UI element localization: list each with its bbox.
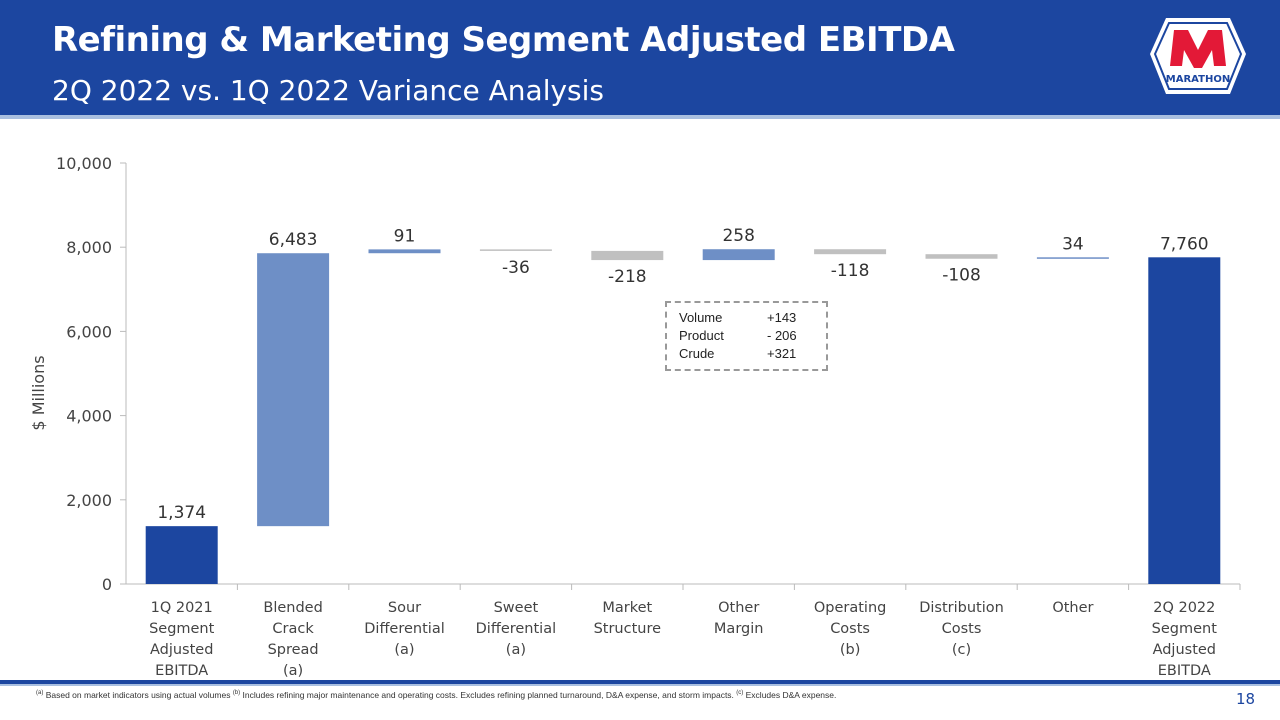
x-tick-label: Other <box>1052 600 1093 616</box>
data-label: 7,760 <box>1160 234 1209 254</box>
x-tick-label: (c) <box>952 642 971 658</box>
x-tick-label: Costs <box>830 621 870 637</box>
x-tick-label: Blended <box>263 600 322 616</box>
x-tick-label: EBITDA <box>155 663 208 679</box>
x-tick-label: Costs <box>942 621 982 637</box>
x-tick-label: (a) <box>394 642 414 658</box>
annotation-value: +143 <box>767 310 797 325</box>
y-tick-label: 8,000 <box>66 238 112 257</box>
annotation-row: Product - 206 <box>679 328 797 343</box>
x-tick-label: (a) <box>283 663 303 679</box>
bar <box>257 253 330 527</box>
data-label: 258 <box>722 226 754 246</box>
annotation-value: - 206 <box>767 328 797 343</box>
bar <box>145 526 218 584</box>
bar <box>368 249 441 254</box>
bar <box>479 249 552 251</box>
bar <box>1036 257 1109 259</box>
header-divider <box>0 115 1280 119</box>
data-label: -108 <box>942 266 981 286</box>
data-label: 6,483 <box>269 230 318 250</box>
y-tick-label: 4,000 <box>66 407 112 426</box>
x-tick-label: Margin <box>714 621 764 637</box>
annotation-value: +321 <box>767 346 797 361</box>
x-tick-label: Segment <box>149 621 215 637</box>
data-label: -36 <box>502 258 530 278</box>
data-label: -118 <box>831 261 870 281</box>
data-label: 34 <box>1062 234 1084 254</box>
footnote-a: Based on market indicators using actual … <box>43 690 233 700</box>
bar <box>1148 257 1221 584</box>
y-tick-label: 0 <box>102 575 112 594</box>
y-tick-label: 10,000 <box>56 154 112 173</box>
page-subtitle: 2Q 2022 vs. 1Q 2022 Variance Analysis <box>52 74 605 107</box>
x-tick-label: Other <box>718 600 759 616</box>
footnote-mark: (a) <box>36 690 44 697</box>
x-tick-label: Differential <box>476 621 557 637</box>
footer-divider-light <box>0 684 1280 686</box>
bar <box>925 254 998 259</box>
page-number: 18 <box>1236 690 1256 708</box>
x-tick-label: 1Q 2021 <box>151 600 213 616</box>
bar <box>814 249 887 255</box>
data-label: -218 <box>608 267 647 287</box>
footnote-b: Includes refining major maintenance and … <box>240 690 737 700</box>
y-tick-label: 6,000 <box>66 322 112 341</box>
y-tick-label: 2,000 <box>66 491 112 510</box>
x-tick-label: Adjusted <box>150 642 213 658</box>
x-tick-label: (b) <box>840 642 861 658</box>
footnote-mark: (b) <box>232 690 241 697</box>
y-axis-label: $ Millions <box>29 355 48 430</box>
annotation-row: Volume +143 <box>679 310 796 325</box>
header-band <box>0 0 1280 115</box>
x-tick-label: Crack <box>272 621 314 637</box>
data-label: 1,374 <box>157 503 206 523</box>
footer-divider <box>0 680 1280 684</box>
x-tick-label: Distribution <box>919 600 1004 616</box>
annotation-row: Crude +321 <box>679 346 796 361</box>
footnotes: (a) Based on market indicators using act… <box>36 690 836 700</box>
x-tick-label: Differential <box>364 621 445 637</box>
annotation-label: Crude <box>679 346 715 361</box>
footnote-mark: (c) <box>736 690 744 697</box>
x-tick-label: Sweet <box>494 600 539 616</box>
marathon-logo: MARATHON <box>1150 18 1246 94</box>
x-tick-label: Segment <box>1152 621 1218 637</box>
x-tick-label: EBITDA <box>1158 663 1211 679</box>
svg-text:MARATHON: MARATHON <box>1166 74 1230 85</box>
page-title: Refining & Marketing Segment Adjusted EB… <box>52 20 955 60</box>
x-tick-label: Adjusted <box>1153 642 1216 658</box>
footnote-c: Excludes D&A expense. <box>743 690 837 700</box>
other-margin-breakdown-box: Volume +143 Product - 206 Crude +321 <box>665 301 828 371</box>
x-tick-label: Structure <box>594 621 662 637</box>
bar <box>591 250 664 261</box>
annotation-label: Product <box>679 328 724 343</box>
x-tick-label: 2Q 2022 <box>1153 600 1215 616</box>
x-tick-label: Market <box>602 600 652 616</box>
x-tick-label: (a) <box>506 642 526 658</box>
annotation-label: Volume <box>679 310 723 325</box>
data-label: 91 <box>394 226 416 246</box>
waterfall-chart: 0 2,000 4,000 6,000 8,000 10,000 $ Millions 1,3… <box>29 154 1241 679</box>
x-tick-label: Sour <box>388 600 421 616</box>
x-tick-label: Operating <box>814 600 887 616</box>
bar <box>702 249 775 261</box>
x-tick-label: Spread <box>268 642 319 658</box>
